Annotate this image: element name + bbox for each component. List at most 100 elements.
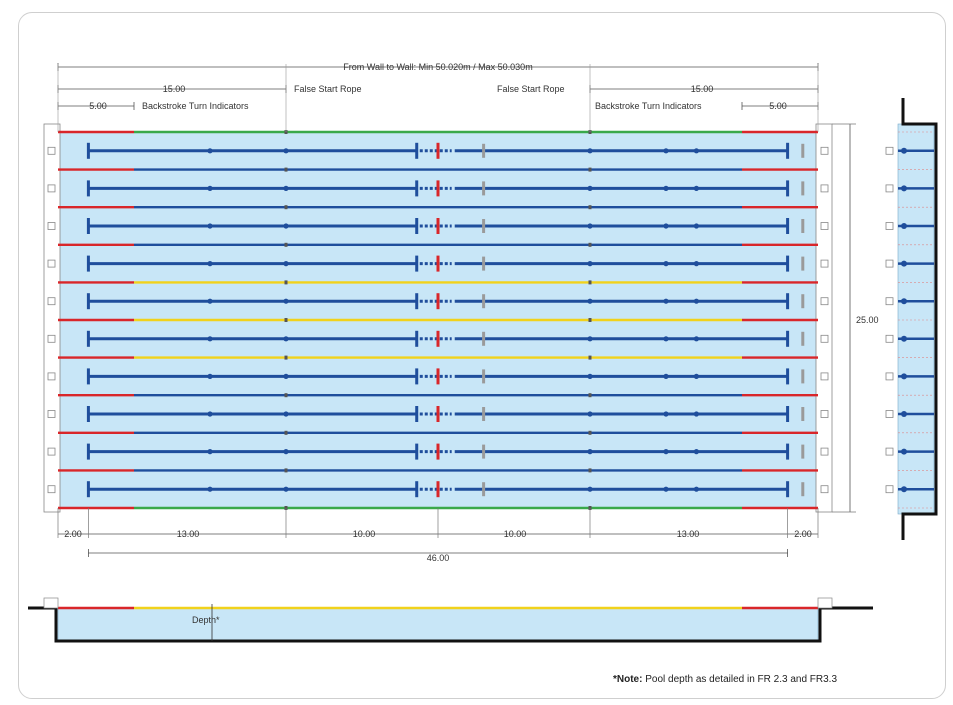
dim-5-right-label: 5.00 (769, 101, 787, 111)
touch-pad-right (820, 447, 829, 456)
lane-dot-marker (693, 336, 700, 342)
lane-dot-marker (663, 223, 669, 229)
touch-pad-left (47, 222, 56, 230)
lane-dot-marker (283, 148, 289, 154)
lane-dot-marker (283, 336, 289, 342)
touch-pad-left (47, 447, 56, 456)
lane-dot-marker (207, 223, 213, 229)
note-text: Pool depth as detailed in FR 2.3 and FR3… (642, 674, 838, 685)
rope-marker (284, 318, 288, 322)
lane-dot-marker (663, 411, 669, 417)
top-dimension-label: From Wall to Wall: Min 50.020m / Max 50.… (343, 62, 532, 72)
dim-15-left-label: 15.00 (163, 84, 186, 94)
lane-dot-marker (587, 449, 593, 455)
lane-dot-marker (283, 298, 289, 304)
lane-dot-marker (663, 148, 669, 154)
side-touch-pad (885, 146, 894, 155)
side-view-wall (901, 98, 938, 540)
touch-pad-right (820, 334, 829, 343)
dim-5-left-label: 5.00 (89, 101, 107, 111)
touch-pad-right (820, 146, 829, 155)
side-touch-pad (885, 259, 894, 268)
touch-pad-left (47, 184, 56, 193)
lane-dot-marker (693, 148, 700, 154)
lane-dot-marker (693, 373, 700, 379)
rope-marker (284, 468, 288, 473)
rope-marker (588, 318, 592, 322)
touch-pad-right (820, 259, 829, 268)
note-bold-label: *Note: (613, 674, 643, 685)
bottom-dim-label: 13.00 (177, 529, 200, 539)
rope-marker (284, 205, 288, 210)
total-dimension-label: 46.00 (427, 553, 450, 563)
touch-pad-left (47, 334, 56, 343)
touch-pad-right (820, 297, 829, 306)
dim-15-right-label: 15.00 (691, 84, 714, 94)
touch-pad-left (47, 410, 56, 418)
lane-dot-marker (207, 336, 213, 342)
lane-dot-marker (283, 261, 289, 267)
side-lane-block (901, 223, 907, 229)
lane-dot-marker (587, 261, 593, 267)
lane-dot-marker (663, 261, 669, 267)
side-touch-pad (885, 372, 894, 381)
lane-dot-marker (587, 336, 593, 342)
lane-dot-marker (663, 486, 669, 492)
side-lane-block (901, 260, 907, 267)
lane-dot-marker (283, 449, 289, 455)
lane-dot-marker (693, 486, 700, 492)
lane-dot-marker (283, 486, 289, 492)
side-lane-block (901, 486, 907, 493)
side-touch-pad (885, 184, 894, 193)
bottom-dim-label: 10.00 (504, 529, 527, 539)
lane-dot-marker (693, 411, 700, 417)
lane-dot-marker (693, 298, 700, 304)
lane-dot-marker (587, 373, 593, 379)
side-touch-pad (885, 297, 894, 306)
lane-dot-marker (283, 185, 289, 191)
lane-dot-marker (693, 185, 700, 191)
lane-dot-marker (693, 261, 700, 267)
rope-marker (284, 167, 288, 172)
lane-dot-marker (693, 223, 700, 229)
lane-dot-marker (207, 373, 213, 379)
side-lane-block (901, 185, 907, 192)
lane-dot-marker (207, 411, 213, 417)
lane-dot-marker (207, 298, 213, 304)
touch-pad-right (820, 372, 829, 381)
rope-marker (588, 430, 592, 435)
side-lane-block (901, 147, 907, 154)
touch-pad-left (47, 485, 56, 494)
lane-dot-marker (663, 373, 669, 379)
side-touch-pad (885, 222, 894, 230)
rope-marker (588, 242, 592, 247)
bottom-dim-label: 2.00 (794, 529, 812, 539)
rope-marker (284, 355, 288, 360)
lane-dot-marker (587, 411, 593, 417)
lane-dot-marker (207, 449, 213, 455)
false-start-right-label: False Start Rope (497, 84, 565, 94)
depth-label: Depth* (192, 615, 220, 625)
lane-dot-marker (207, 148, 213, 154)
rope-marker (588, 468, 592, 473)
bottom-dim-label: 13.00 (677, 529, 700, 539)
lane-dot-marker (207, 261, 213, 267)
lane-dot-marker (207, 486, 213, 492)
lane-dot-marker (663, 449, 669, 455)
touch-pad-right (820, 485, 829, 494)
side-touch-pad (885, 334, 894, 343)
bottom-dim-label: 2.00 (64, 529, 82, 539)
backstroke-right-label: Backstroke Turn Indicators (595, 101, 702, 111)
lane-dot-marker (663, 298, 669, 304)
side-touch-pad (885, 485, 894, 494)
side-lane-block (901, 373, 907, 380)
section-water (57, 607, 819, 641)
rope-marker (588, 280, 592, 285)
touch-pad-right (820, 184, 829, 193)
lane-dot-marker (587, 486, 593, 492)
rope-marker (588, 205, 592, 210)
width-dimension-label: 25.00 (856, 315, 879, 325)
lane-dot-marker (663, 336, 669, 342)
touch-pad-left (47, 297, 56, 306)
